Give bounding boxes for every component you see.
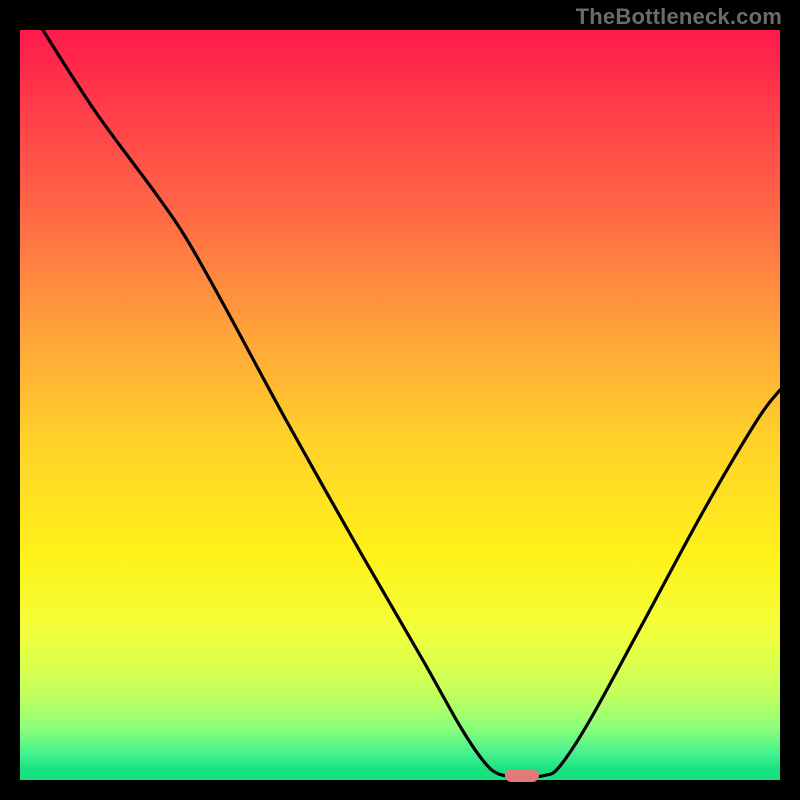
green-band	[20, 754, 780, 780]
watermark-text: TheBottleneck.com	[576, 4, 782, 30]
optimal-marker	[505, 769, 539, 782]
chart-frame: TheBottleneck.com	[0, 0, 800, 800]
background-gradient	[20, 30, 780, 780]
plot-area	[20, 30, 780, 780]
